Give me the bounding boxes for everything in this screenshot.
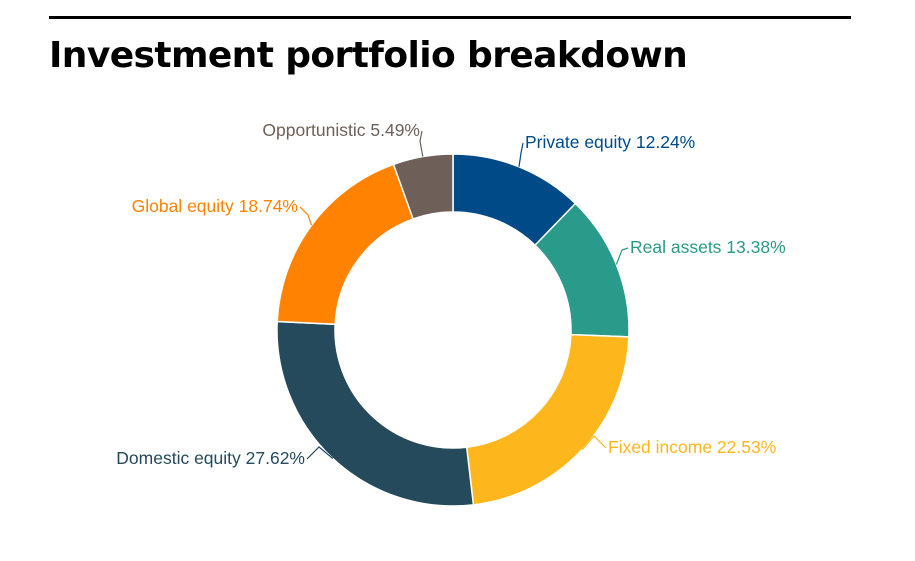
chart-leader-lines — [299, 130, 629, 460]
data-label-domestic-equity: Domestic equity 27.62% — [116, 448, 305, 468]
page-title: Investment portfolio breakdown — [49, 35, 688, 76]
top-rule — [49, 16, 851, 19]
slice-global-equity — [276, 163, 415, 326]
leader-line-real-assets — [615, 247, 629, 265]
leader-line-fixed-income — [581, 435, 607, 450]
slice-fixed-income — [465, 333, 630, 506]
data-label-global-equity: Global equity 18.74% — [132, 196, 298, 216]
leader-line-private-equity — [518, 142, 524, 167]
slice-opportunistic — [392, 153, 454, 220]
leader-line-opportunistic — [419, 130, 424, 157]
slice-domestic-equity — [276, 320, 475, 507]
chart-data-labels: Private equity 12.24% Real assets 13.38% F… — [116, 120, 785, 468]
data-label-fixed-income: Fixed income 22.53% — [608, 437, 776, 457]
data-label-private-equity: Private equity 12.24% — [525, 132, 695, 152]
data-label-real-assets: Real assets 13.38% — [630, 237, 786, 257]
data-label-opportunistic: Opportunistic 5.49% — [262, 120, 420, 140]
leader-line-domestic-equity — [306, 446, 334, 460]
leader-line-global-equity — [299, 206, 313, 226]
chart-slices — [276, 153, 630, 507]
